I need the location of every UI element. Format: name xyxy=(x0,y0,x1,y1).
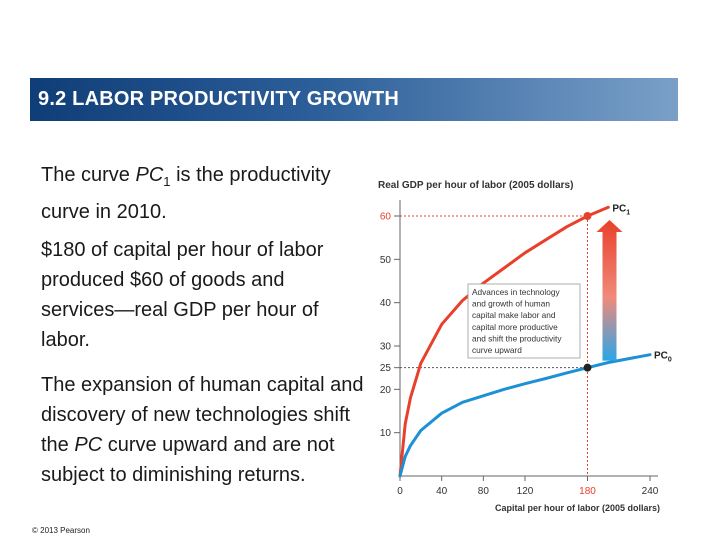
x-tick-label: 120 xyxy=(517,486,534,497)
slide-title: 9.2 LABOR PRODUCTIVITY GROWTH xyxy=(38,88,400,110)
p3-pc: PC xyxy=(74,434,103,456)
y-tick-label: 10 xyxy=(380,428,392,439)
copyright: © 2013 Pearson xyxy=(32,526,90,535)
p3-text-b: curve upward and are not subject to dimi… xyxy=(41,434,335,486)
annotation-box xyxy=(467,283,581,359)
series-label-pc0: PC0 xyxy=(654,351,672,364)
series-label-pc1: PC1 xyxy=(612,203,630,216)
y-tick-label: 50 xyxy=(380,255,392,266)
series-line-pc1 xyxy=(398,205,610,478)
point-pc1 xyxy=(583,212,592,220)
y-tick-label: 40 xyxy=(380,298,392,309)
paragraph-1: The curve PC1 is the productivity curve … xyxy=(41,160,341,227)
y-tick-label: 20 xyxy=(380,385,392,396)
x-tick-label: 80 xyxy=(478,486,490,497)
y-tick-label: 25 xyxy=(380,363,392,374)
p3-text-a: The expansion of human capital and disco… xyxy=(41,374,364,456)
x-tick-label: 180 xyxy=(579,486,596,497)
paragraph-2: $180 of capital per hour of labor produc… xyxy=(41,239,324,351)
x-tick-label: 40 xyxy=(436,486,448,497)
y-tick-label: 60 xyxy=(380,212,392,223)
shift-arrow xyxy=(596,220,623,361)
annotation-text: Advances in technology and growth of huma… xyxy=(472,287,562,355)
p1-text-a: The curve xyxy=(41,164,136,186)
p1-sub: 1 xyxy=(163,174,171,189)
p1-pc: PC xyxy=(135,164,164,186)
x-axis-label: Capital per hour of labor (2005 dollars) xyxy=(495,503,660,513)
p1-text-b: is the productivity curve in 2010. xyxy=(41,164,331,223)
y-axis-label: Real GDP per hour of labor (2005 dollars… xyxy=(378,180,573,191)
point-pc0 xyxy=(583,363,592,372)
title-bar: 9.2 LABOR PRODUCTIVITY GROWTH xyxy=(30,78,678,121)
x-tick-label: 0 xyxy=(397,486,403,497)
x-tick-label: 240 xyxy=(642,486,659,497)
series-line-pc0 xyxy=(398,353,652,478)
paragraph-3: The expansion of human capital and disco… xyxy=(41,370,366,490)
y-tick-label: 30 xyxy=(380,342,392,353)
